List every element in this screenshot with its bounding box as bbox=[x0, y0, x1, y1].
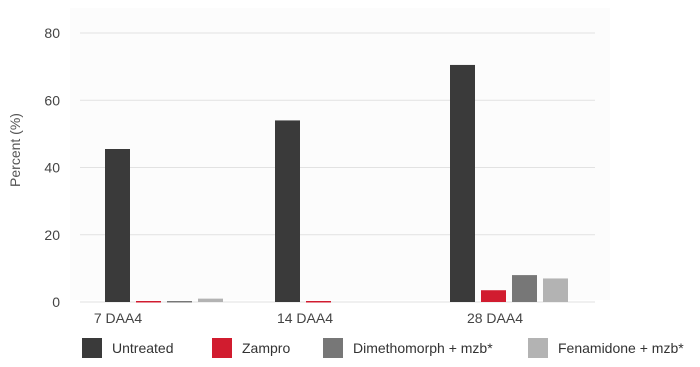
x-axis-ticks: 7 DAA4 14 DAA4 28 DAA4 bbox=[94, 310, 523, 326]
bar-fenamidone-mzb--0 bbox=[198, 298, 223, 302]
bar-chart: 0 20 40 60 80 Percent (%) 7 DAA4 14 DAA4 28 DA… bbox=[7, 8, 610, 326]
y-axis-label: Percent (%) bbox=[7, 113, 23, 187]
y-tick-label: 60 bbox=[44, 92, 60, 108]
x-tick-label: 7 DAA4 bbox=[94, 310, 142, 326]
legend-item: Untreated bbox=[82, 338, 173, 358]
bar-fenamidone-mzb--2 bbox=[543, 278, 568, 302]
x-tick-label: 14 DAA4 bbox=[277, 310, 333, 326]
y-tick-label: 80 bbox=[44, 25, 60, 41]
legend-label: Untreated bbox=[112, 340, 174, 356]
bar-zampro-2 bbox=[481, 290, 506, 302]
legend-label: Dimethomorph + mzb* bbox=[353, 340, 493, 356]
legend-label: Zampro bbox=[242, 340, 291, 356]
legend-item: Zampro bbox=[212, 338, 290, 358]
bars bbox=[105, 64, 568, 303]
bar-dimethomorph-mzb--2 bbox=[512, 275, 537, 302]
legend: Untreated Zampro Dimethomorph + mzb* Fenami… bbox=[0, 338, 700, 362]
legend-swatch bbox=[212, 338, 232, 358]
bar-untreated-2 bbox=[450, 64, 475, 302]
y-tick-label: 40 bbox=[44, 160, 60, 176]
y-tick-label: 0 bbox=[52, 294, 60, 310]
bar-untreated-1 bbox=[275, 120, 300, 302]
gridlines bbox=[80, 32, 595, 303]
legend-swatch bbox=[82, 338, 102, 358]
plot-background bbox=[70, 8, 610, 300]
bar-zampro-1 bbox=[306, 300, 331, 303]
y-axis-ticks: 0 20 40 60 80 bbox=[44, 25, 60, 310]
legend-swatch bbox=[323, 338, 343, 358]
y-tick-label: 20 bbox=[44, 227, 60, 243]
legend-item: Dimethomorph + mzb* bbox=[323, 338, 493, 358]
x-tick-label: 28 DAA4 bbox=[467, 310, 523, 326]
bar-dimethomorph-mzb--0 bbox=[167, 300, 192, 303]
legend-swatch bbox=[528, 338, 548, 358]
bar-untreated-0 bbox=[105, 149, 130, 302]
legend-item: Fenamidone + mzb* bbox=[528, 338, 684, 358]
bar-zampro-0 bbox=[136, 300, 161, 303]
legend-label: Fenamidone + mzb* bbox=[558, 340, 684, 356]
